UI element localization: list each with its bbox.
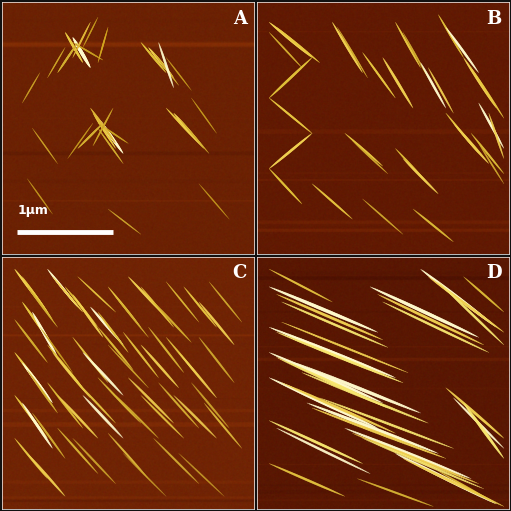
Text: A: A [233, 10, 247, 28]
Text: D: D [486, 264, 501, 282]
Text: 1μm: 1μm [17, 203, 48, 217]
Text: B: B [486, 10, 501, 28]
Text: C: C [233, 264, 247, 282]
